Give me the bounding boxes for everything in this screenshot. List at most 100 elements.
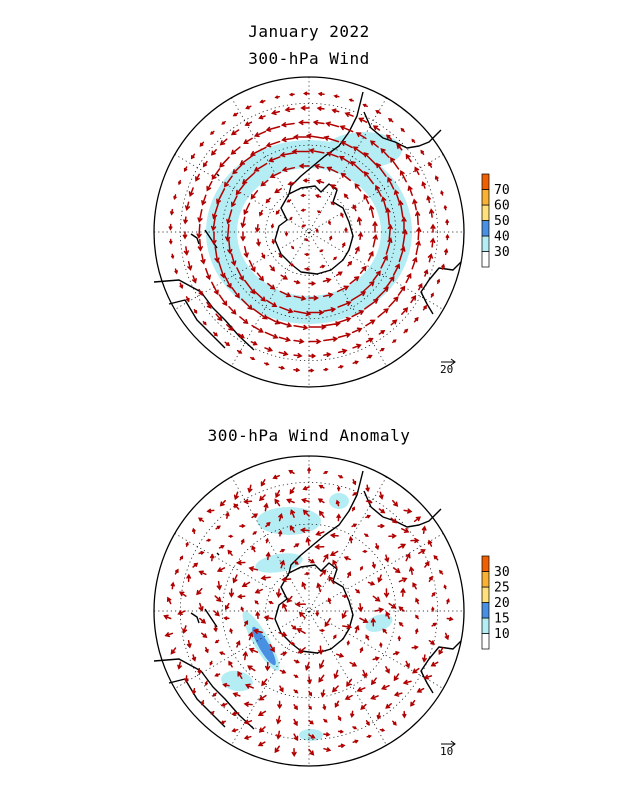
wind-arrow (351, 523, 358, 528)
wind-arrow (302, 486, 310, 491)
wind-arrow (317, 498, 325, 504)
wind-arrow (392, 263, 401, 276)
wind-arrow (338, 743, 346, 748)
colorbar-segment (481, 633, 490, 650)
wind-arrow (179, 555, 184, 561)
wind-arrow (215, 313, 223, 322)
wind-arrow (247, 484, 253, 494)
wind-arrow (255, 610, 261, 620)
wind-arrow (337, 300, 352, 308)
wind-arrow (179, 282, 184, 290)
colorbar-segment (481, 251, 490, 268)
wind-arrow (186, 573, 192, 583)
wind-arrow (323, 747, 332, 752)
wind-arrow (414, 166, 420, 176)
wind-arrow (206, 180, 213, 192)
tasmania-coast (168, 678, 226, 728)
wind-arrow (291, 148, 310, 155)
wind-arrow (370, 617, 376, 627)
wind-arrow (251, 324, 264, 333)
wind-arrow (315, 227, 319, 233)
wind-arrow (413, 516, 422, 523)
wind-arrow (398, 577, 408, 583)
wind-arrow (274, 498, 281, 507)
wind-arrow (284, 231, 289, 237)
wind-arrow (236, 560, 246, 566)
wind-arrow (163, 614, 172, 620)
wind-arrow (416, 687, 425, 693)
wind-arrow (293, 367, 301, 373)
wind-arrow (379, 728, 386, 732)
wind-arrow (269, 171, 282, 179)
wind-arrow (385, 611, 391, 620)
wind-arrow (291, 624, 297, 631)
wind-arrow (427, 539, 433, 547)
wind-arrow (323, 135, 340, 143)
wind-arrow (224, 341, 231, 347)
wind-arrow (278, 513, 284, 522)
wind-arrow (303, 91, 310, 96)
wind-arrow (400, 587, 406, 597)
wind-arrow (277, 700, 283, 710)
wind-arrow (254, 588, 263, 594)
wind-arrow (401, 307, 409, 315)
africa-coast (363, 111, 442, 149)
wind-arrow (243, 620, 249, 627)
wind-arrow (191, 275, 197, 284)
wind-arrow (211, 231, 217, 246)
wind-arrow (438, 569, 444, 575)
wind-arrow (379, 642, 383, 648)
wind-arrow (414, 210, 421, 226)
wind-arrow (228, 305, 237, 315)
wind-arrow (198, 550, 205, 555)
wind-arrow (206, 508, 215, 514)
wind-arrow (319, 569, 327, 577)
wind-arrow (344, 694, 353, 700)
wind-arrow (299, 527, 310, 533)
wind-arrow (352, 726, 358, 730)
colorbar-label: 50 (494, 214, 510, 229)
wind-arrow (250, 341, 258, 346)
wind-arrow (178, 179, 182, 186)
wind-arrow (286, 595, 293, 604)
wind-arrow (276, 715, 282, 725)
wind-arrow (312, 119, 325, 126)
wind-arrow (370, 694, 379, 700)
wind-arrow (411, 256, 418, 270)
wind-arrow (236, 640, 241, 648)
wind-arrow (380, 684, 390, 690)
wind-arrow (244, 279, 256, 295)
wind-arrow (280, 122, 295, 128)
wind-arrow (333, 634, 337, 640)
wind-arrow (372, 656, 380, 661)
wind-arrow (226, 324, 234, 331)
wind-arrow (256, 238, 261, 247)
wind-arrow (370, 677, 377, 686)
wind-arrow (294, 601, 306, 607)
wind-arrow (198, 288, 203, 297)
wind-arrow (220, 702, 228, 707)
wind-arrow (319, 249, 324, 253)
wind-arrow (433, 555, 439, 561)
wind-arrow (352, 146, 366, 156)
wind-arrow (199, 617, 207, 624)
wind-arrow (402, 710, 407, 719)
wind-arrow (338, 155, 353, 165)
wind-arrow (341, 610, 347, 620)
wind-arrow (365, 514, 372, 519)
wind-arrow (279, 152, 295, 158)
wind-arrow (214, 595, 222, 603)
wind-arrow (274, 187, 282, 194)
wind-arrow (330, 201, 335, 206)
wind-arrow (200, 699, 205, 706)
wind-arrow (351, 310, 365, 318)
wind-arrow (342, 624, 353, 630)
wind-arrow (304, 267, 311, 271)
wind-arrow (304, 572, 310, 576)
wind-arrow (397, 543, 407, 549)
wind-arrow (331, 108, 340, 114)
reference-vector-label: 20 (440, 363, 453, 376)
antarctica-coast (274, 183, 354, 275)
wind-arrow (242, 650, 248, 661)
